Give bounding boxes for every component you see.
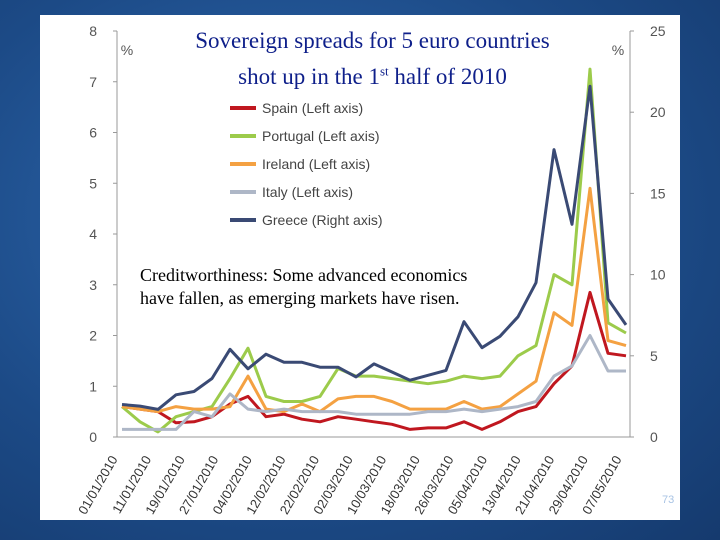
series-line-4 bbox=[121, 84, 628, 411]
left-axis-unit: % bbox=[121, 42, 133, 58]
legend-label-3: Italy (Left axis) bbox=[262, 184, 353, 200]
creditworthiness-note: Creditworthiness: Some advanced economic… bbox=[140, 264, 530, 310]
chart-series bbox=[121, 67, 628, 434]
chart-legend: Spain (Left axis) Portugal (Left axis) Ire… bbox=[230, 100, 383, 228]
legend-label-2: Ireland (Left axis) bbox=[262, 156, 370, 172]
left-tick-label: 1 bbox=[89, 378, 97, 394]
left-tick-label: 8 bbox=[89, 23, 97, 39]
title-line-2: shot up in the 1st half of 2010 bbox=[238, 63, 507, 89]
note-line-1: Creditworthiness: Some advanced economic… bbox=[140, 265, 468, 285]
legend-label-4: Greece (Right axis) bbox=[262, 212, 383, 228]
series-line-0 bbox=[121, 290, 627, 431]
title-line-1: Sovereign spreads for 5 euro countries bbox=[195, 28, 550, 53]
legend-label-0: Spain (Left axis) bbox=[262, 100, 363, 116]
left-tick-label: 6 bbox=[89, 125, 97, 141]
left-tick-label: 0 bbox=[89, 429, 97, 445]
series-line-2 bbox=[121, 186, 627, 414]
slide-title: Sovereign spreads for 5 euro countries s… bbox=[150, 26, 595, 92]
right-tick-label: 15 bbox=[650, 185, 666, 201]
left-tick-label: 7 bbox=[89, 74, 97, 90]
right-tick-label: 25 bbox=[650, 23, 666, 39]
right-tick-label: 0 bbox=[650, 429, 658, 445]
right-tick-label: 5 bbox=[650, 348, 658, 364]
series-line-1 bbox=[121, 67, 627, 434]
series-line-3 bbox=[122, 334, 626, 431]
left-tick-label: 2 bbox=[89, 328, 97, 344]
left-tick-label: 5 bbox=[89, 175, 97, 191]
legend-label-1: Portugal (Left axis) bbox=[262, 128, 380, 144]
right-tick-label: 20 bbox=[650, 104, 666, 120]
left-tick-label: 3 bbox=[89, 277, 97, 293]
left-tick-label: 4 bbox=[89, 226, 97, 242]
right-tick-label: 10 bbox=[650, 267, 666, 283]
page-number: 73 bbox=[662, 494, 675, 506]
right-axis-unit: % bbox=[612, 42, 624, 58]
note-line-2: have fallen, as emerging markets have ri… bbox=[140, 288, 460, 308]
